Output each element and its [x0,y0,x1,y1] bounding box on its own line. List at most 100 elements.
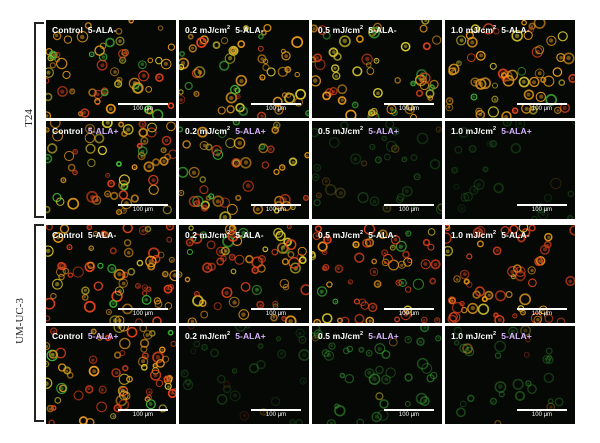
scale-bar: 100 μm [384,204,434,213]
ala-label: 5-ALA- [87,25,117,35]
dose-unit-superscript: 2 [227,25,231,32]
scale-bar-text: 100 μm [531,106,553,112]
scale-bar-text: 100 μm [132,311,154,317]
micrograph-panel: 0.5 mJ/cm2 5-ALA- 100 μm [312,225,442,323]
scale-bar-line [118,103,168,105]
cell-image [445,20,575,118]
scale-bar-line [251,103,301,105]
cell-image [46,20,176,118]
scale-bar: 100 μm [517,204,567,213]
panel-label: 0.2 mJ/cm2 5-ALA+ [185,126,266,136]
dose-label: 1.0 mJ/cm [451,331,494,341]
micrograph-panel: 0.2 mJ/cm2 5-ALA+ 100 μm [179,121,309,219]
micrograph-panel: 1.0 mJ/cm2 5-ALA- 100 μm [445,225,575,323]
dose-label: Control [52,25,83,35]
scale-bar: 100 μm [251,204,301,213]
scale-bar-line [251,204,301,206]
dose-unit-superscript: 2 [227,331,231,338]
panel-label: 0.2 mJ/cm2 5-ALA- [185,25,264,35]
micrograph-panel: Control 5-ALA- 100 μm [46,20,176,118]
scale-bar-line [517,103,567,105]
micrograph-panel: 1.0 mJ/cm2 5-ALA+ 100 μm [445,326,575,424]
scale-bar-text: 100 μm [265,311,287,317]
micrograph-panel: 0.5 mJ/cm2 5-ALA- 100 μm [312,20,442,118]
micrograph-panel: 0.2 mJ/cm2 5-ALA- 100 μm [179,20,309,118]
dose-unit-superscript: 2 [227,126,231,133]
cell-image [312,326,442,424]
dose-label: 0.2 mJ/cm [185,331,228,341]
scale-bar: 100 μm [251,103,301,112]
dose-unit-superscript: 2 [493,230,497,237]
micrograph-panel: 1.0 mJ/cm2 5-ALA+ 100 μm [445,121,575,219]
micrograph-panel: 0.5 mJ/cm2 5-ALA+ 100 μm [312,121,442,219]
dose-unit-superscript: 2 [360,331,364,338]
micrograph-panel: Control 5-ALA+ 100 μm [46,326,176,424]
micrograph-panel: Control 5-ALA+ 100 μm [46,121,176,219]
dose-label: 0.2 mJ/cm [185,230,228,240]
panel-label: 1.0 mJ/cm2 5-ALA- [451,230,530,240]
scale-bar-line [251,308,301,310]
panel-label: 1.0 mJ/cm2 5-ALA+ [451,126,532,136]
scale-bar-line [118,409,168,411]
cell-image [180,326,309,424]
panel-label: 0.5 mJ/cm2 5-ALA+ [318,331,399,341]
dose-unit-superscript: 2 [360,126,364,133]
scale-bar-line [384,308,434,310]
scale-bar-text: 100 μm [531,412,553,418]
dose-label: 1.0 mJ/cm [451,25,494,35]
micrograph-grid: Control 5-ALA- 100 μm 0.2 mJ/cm2 5-ALA- 100 μ… [46,20,576,424]
cell-image [445,225,575,323]
scale-bar-line [118,308,168,310]
scale-bar-line [384,409,434,411]
ala-label: 5-ALA+ [235,126,266,136]
scale-bar-text: 100 μm [265,207,287,213]
scale-bar-text: 100 μm [398,311,420,317]
micrograph-panel: 0.5 mJ/cm2 5-ALA+ 100 μm [312,326,442,424]
scale-bar: 100 μm [517,103,567,112]
panel-label: 0.2 mJ/cm2 5-ALA- [185,230,264,240]
dose-unit-superscript: 2 [360,25,364,32]
scale-bar-text: 100 μm [531,311,553,317]
ala-label: 5-ALA- [87,230,117,240]
scale-bar: 100 μm [384,103,434,112]
scale-bar: 100 μm [251,308,301,317]
dose-label: 1.0 mJ/cm [451,230,494,240]
micrograph-panel: 0.2 mJ/cm2 5-ALA+ 100 μm [179,326,309,424]
ala-label: 5-ALA+ [501,126,532,136]
ala-label: 5-ALA+ [368,331,399,341]
cell-image [46,225,176,323]
ala-label: 5-ALA+ [87,331,119,341]
scale-bar-line [517,409,567,411]
dose-unit-superscript: 2 [493,25,497,32]
cell-image [312,225,441,323]
scale-bar-text: 100 μm [265,412,287,418]
scale-bar-line [517,204,567,206]
micrograph-panel: 0.2 mJ/cm2 5-ALA- 100 μm [179,225,309,323]
cell-image [312,20,442,118]
micrograph-panel: Control 5-ALA- 100 μm [46,225,176,323]
scale-bar-text: 100 μm [265,106,287,112]
group-label-umuc3: UM-UC-3 [14,298,26,344]
ala-label: 5-ALA- [368,25,397,35]
ala-label: 5-ALA- [501,25,530,35]
panel-label: 0.5 mJ/cm2 5-ALA- [318,230,397,240]
dose-label: 0.5 mJ/cm [318,126,361,136]
panel-label: Control 5-ALA- [52,25,116,35]
panel-label: 1.0 mJ/cm2 5-ALA- [451,25,530,35]
ala-label: 5-ALA- [235,230,264,240]
scale-bar: 100 μm [384,409,434,418]
ala-label: 5-ALA- [368,230,397,240]
scale-bar: 100 μm [118,103,168,112]
cell-image [453,326,564,424]
panel-label: 1.0 mJ/cm2 5-ALA+ [451,331,532,341]
scale-bar-text: 100 μm [398,106,420,112]
scale-bar-line [251,409,301,411]
scale-bar-text: 100 μm [531,207,553,213]
scale-bar-text: 100 μm [132,207,154,213]
ala-label: 5-ALA+ [87,126,119,136]
panel-label: 0.2 mJ/cm2 5-ALA+ [185,331,266,341]
cell-image [46,121,176,216]
dose-label: 0.5 mJ/cm [318,25,361,35]
scale-bar-line [384,103,434,105]
scale-bar: 100 μm [517,308,567,317]
